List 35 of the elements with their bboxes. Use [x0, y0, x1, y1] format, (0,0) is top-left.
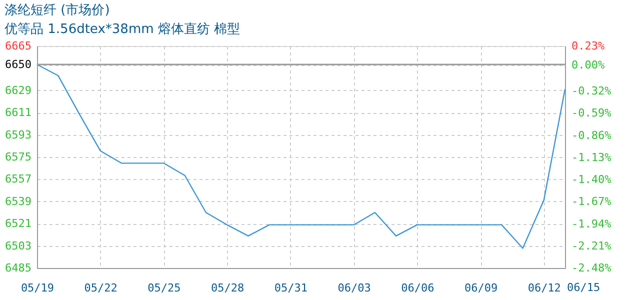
y2-tick-label: -1.13%	[572, 150, 612, 164]
x-tick-label: 05/22	[84, 282, 118, 294]
y-tick-label: 6665	[5, 40, 32, 52]
y-tick-label: 6629	[5, 84, 32, 97]
y2-tick-label: -1.94%	[572, 217, 612, 230]
y2-tick-label: -0.86%	[572, 128, 612, 142]
text: 06/15	[567, 281, 600, 294]
x-tick-label: 06/12	[528, 282, 561, 294]
y2-tick-label: -2.48%	[572, 262, 612, 274]
y-tick-label: 6503	[5, 239, 32, 252]
chart-title: 涤纶短纤 (市场价)	[4, 3, 110, 18]
y-tick-label: 6485	[5, 262, 32, 274]
y-tick-label: 6611	[5, 106, 32, 120]
x-tick-label: 06/06	[401, 282, 434, 294]
y2-tick-label: 0.23%	[572, 40, 605, 52]
y-tick-label: 6575	[5, 150, 32, 164]
y2-tick-label: 0.00%	[572, 58, 605, 72]
y2-tick-label: -1.67%	[572, 195, 612, 208]
x-tick-label: 06/09	[464, 282, 498, 294]
y-tick-label: 6593	[5, 128, 32, 142]
x-tick-label: 05/28	[211, 282, 244, 294]
y2-tick-label: -1.40%	[572, 173, 612, 186]
line-series	[36, 64, 566, 249]
x-tick-label: 05/19	[20, 282, 54, 294]
y-tick-label: 6521	[5, 217, 32, 230]
x-tick-label: 05/31	[274, 282, 308, 294]
chart-subtitle: 优等品 1.56dtex*38mm 熔体直纺 棉型	[4, 22, 240, 37]
y2-tick-label: -2.21%	[572, 239, 612, 252]
x-tick-label: 05/25	[148, 282, 181, 294]
y2-tick-label: -0.59%	[572, 106, 612, 120]
y2-tick-label: -0.32%	[572, 84, 612, 98]
y-tick-label: 6650	[5, 58, 32, 71]
y-tick-label: 6557	[5, 172, 32, 186]
x-tick-label: 06/03	[338, 282, 371, 294]
y-tick-label: 6539	[5, 194, 32, 208]
